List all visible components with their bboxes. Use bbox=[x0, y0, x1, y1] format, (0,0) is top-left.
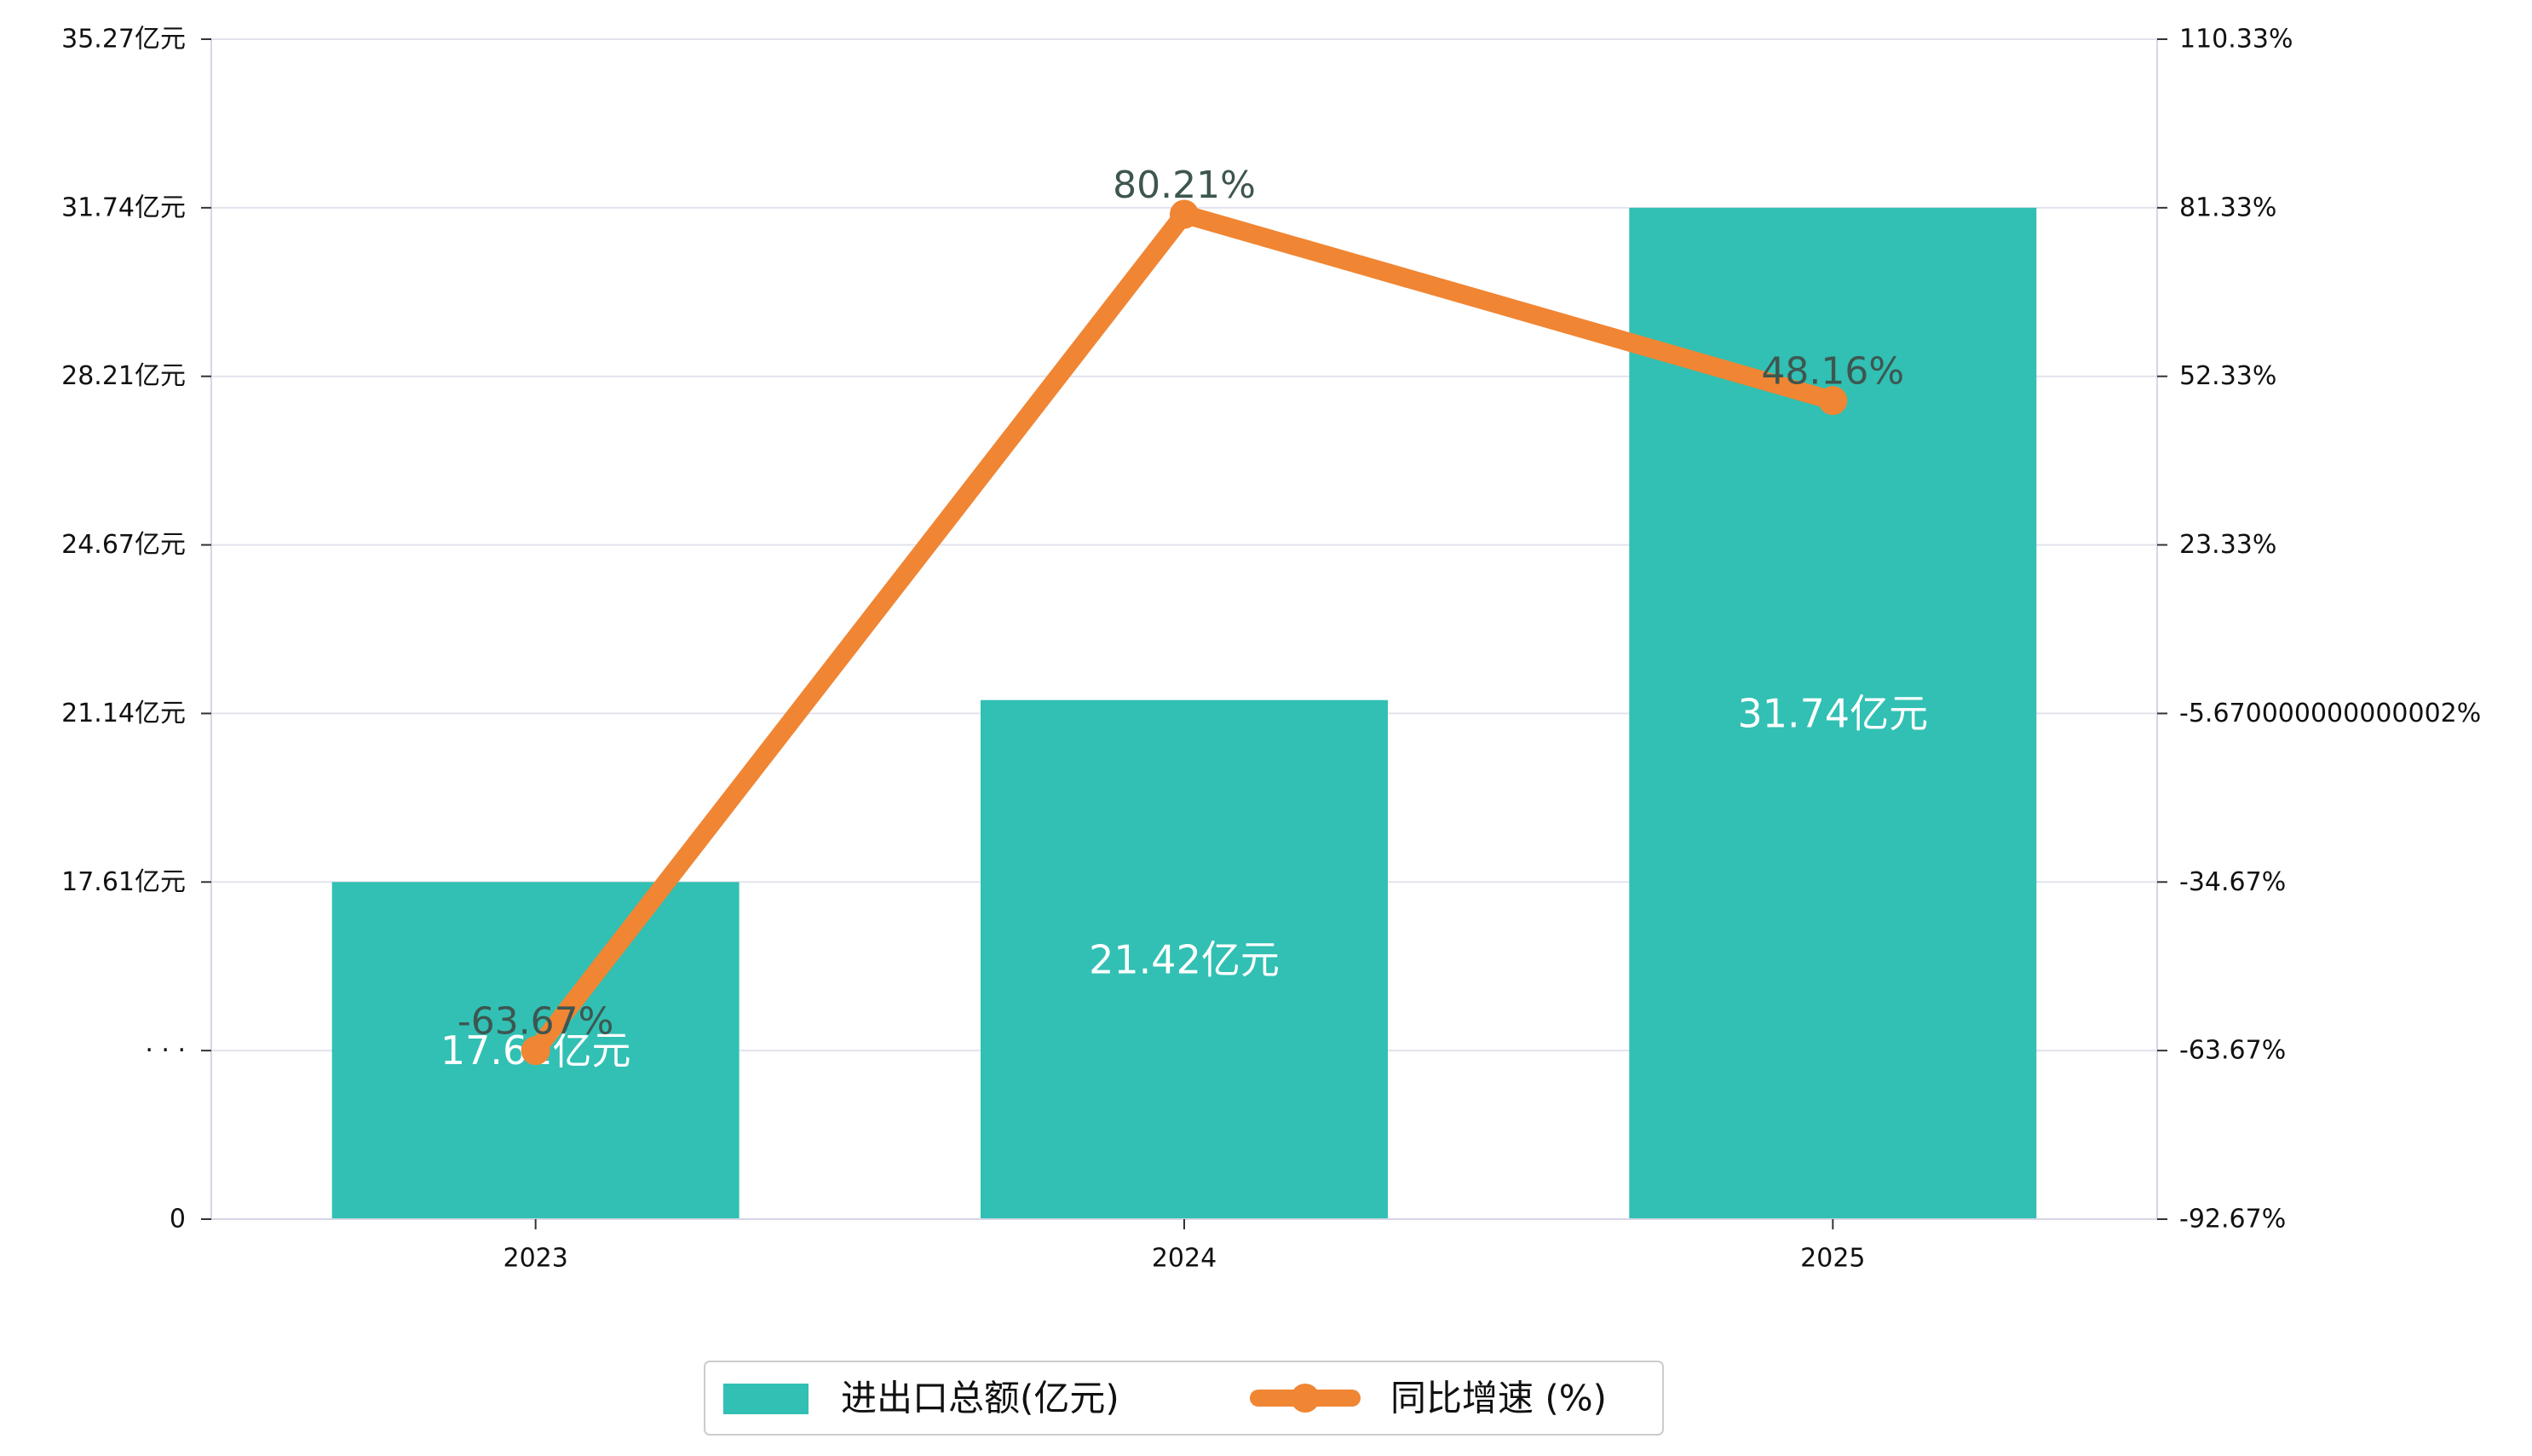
legend-bar-label: 进出口总额(亿元) bbox=[841, 1378, 1119, 1419]
legend-box bbox=[704, 1361, 1664, 1436]
left-tick-label: · · · bbox=[145, 1036, 186, 1066]
x-tick-label: 2023 bbox=[503, 1244, 567, 1274]
left-tick-label: 17.61亿元 bbox=[61, 867, 186, 897]
right-tick-label: 81.33% bbox=[2179, 193, 2276, 222]
rate-value-label: 48.16% bbox=[1761, 350, 1904, 394]
legend-line-label: 同比增速 (%) bbox=[1390, 1378, 1607, 1419]
right-tick-label: -5.670000000000002% bbox=[2179, 699, 2481, 728]
ticks-layer: 0 · · · 17.61亿元 21.14亿元 24.67亿元 28.21亿元 31.74亿… bbox=[61, 25, 2481, 1274]
right-tick-label: 110.33% bbox=[2179, 25, 2293, 55]
x-tick-label: 2025 bbox=[1800, 1244, 1865, 1274]
rate-point bbox=[1818, 386, 1848, 416]
bar-value-label: 21.42亿元 bbox=[1089, 936, 1280, 982]
bars-layer bbox=[331, 207, 2037, 1219]
left-tick-label: 0 bbox=[170, 1205, 186, 1234]
rate-point bbox=[521, 1036, 550, 1066]
right-tick-label: -63.67% bbox=[2179, 1036, 2286, 1066]
rate-value-label: -63.67% bbox=[457, 1000, 614, 1044]
legend-line-marker bbox=[1291, 1384, 1320, 1413]
left-tick-label: 31.74亿元 bbox=[61, 193, 186, 222]
right-tick-label: -34.67% bbox=[2179, 867, 2286, 897]
rate-point bbox=[1170, 199, 1199, 229]
rate-value-label: 80.21% bbox=[1113, 164, 1256, 207]
left-tick-label: 28.21亿元 bbox=[61, 361, 186, 391]
line-layer: -63.67% 80.21% 48.16% bbox=[457, 164, 1904, 1066]
x-tick-label: 2024 bbox=[1152, 1244, 1217, 1274]
bar bbox=[981, 699, 1388, 1219]
legend: 进出口总额(亿元) 同比增速 (%) bbox=[704, 1361, 1664, 1436]
bar bbox=[1629, 207, 2037, 1219]
right-tick-label: -92.67% bbox=[2179, 1205, 2286, 1234]
left-tick-label: 24.67亿元 bbox=[61, 530, 186, 560]
right-tick-label: 23.33% bbox=[2179, 530, 2276, 560]
left-tick-label: 21.14亿元 bbox=[61, 699, 186, 728]
legend-bar-swatch bbox=[723, 1384, 809, 1414]
bar-value-label: 31.74亿元 bbox=[1737, 690, 1928, 736]
left-tick-label: 35.27亿元 bbox=[61, 25, 186, 55]
right-tick-label: 52.33% bbox=[2179, 361, 2276, 391]
